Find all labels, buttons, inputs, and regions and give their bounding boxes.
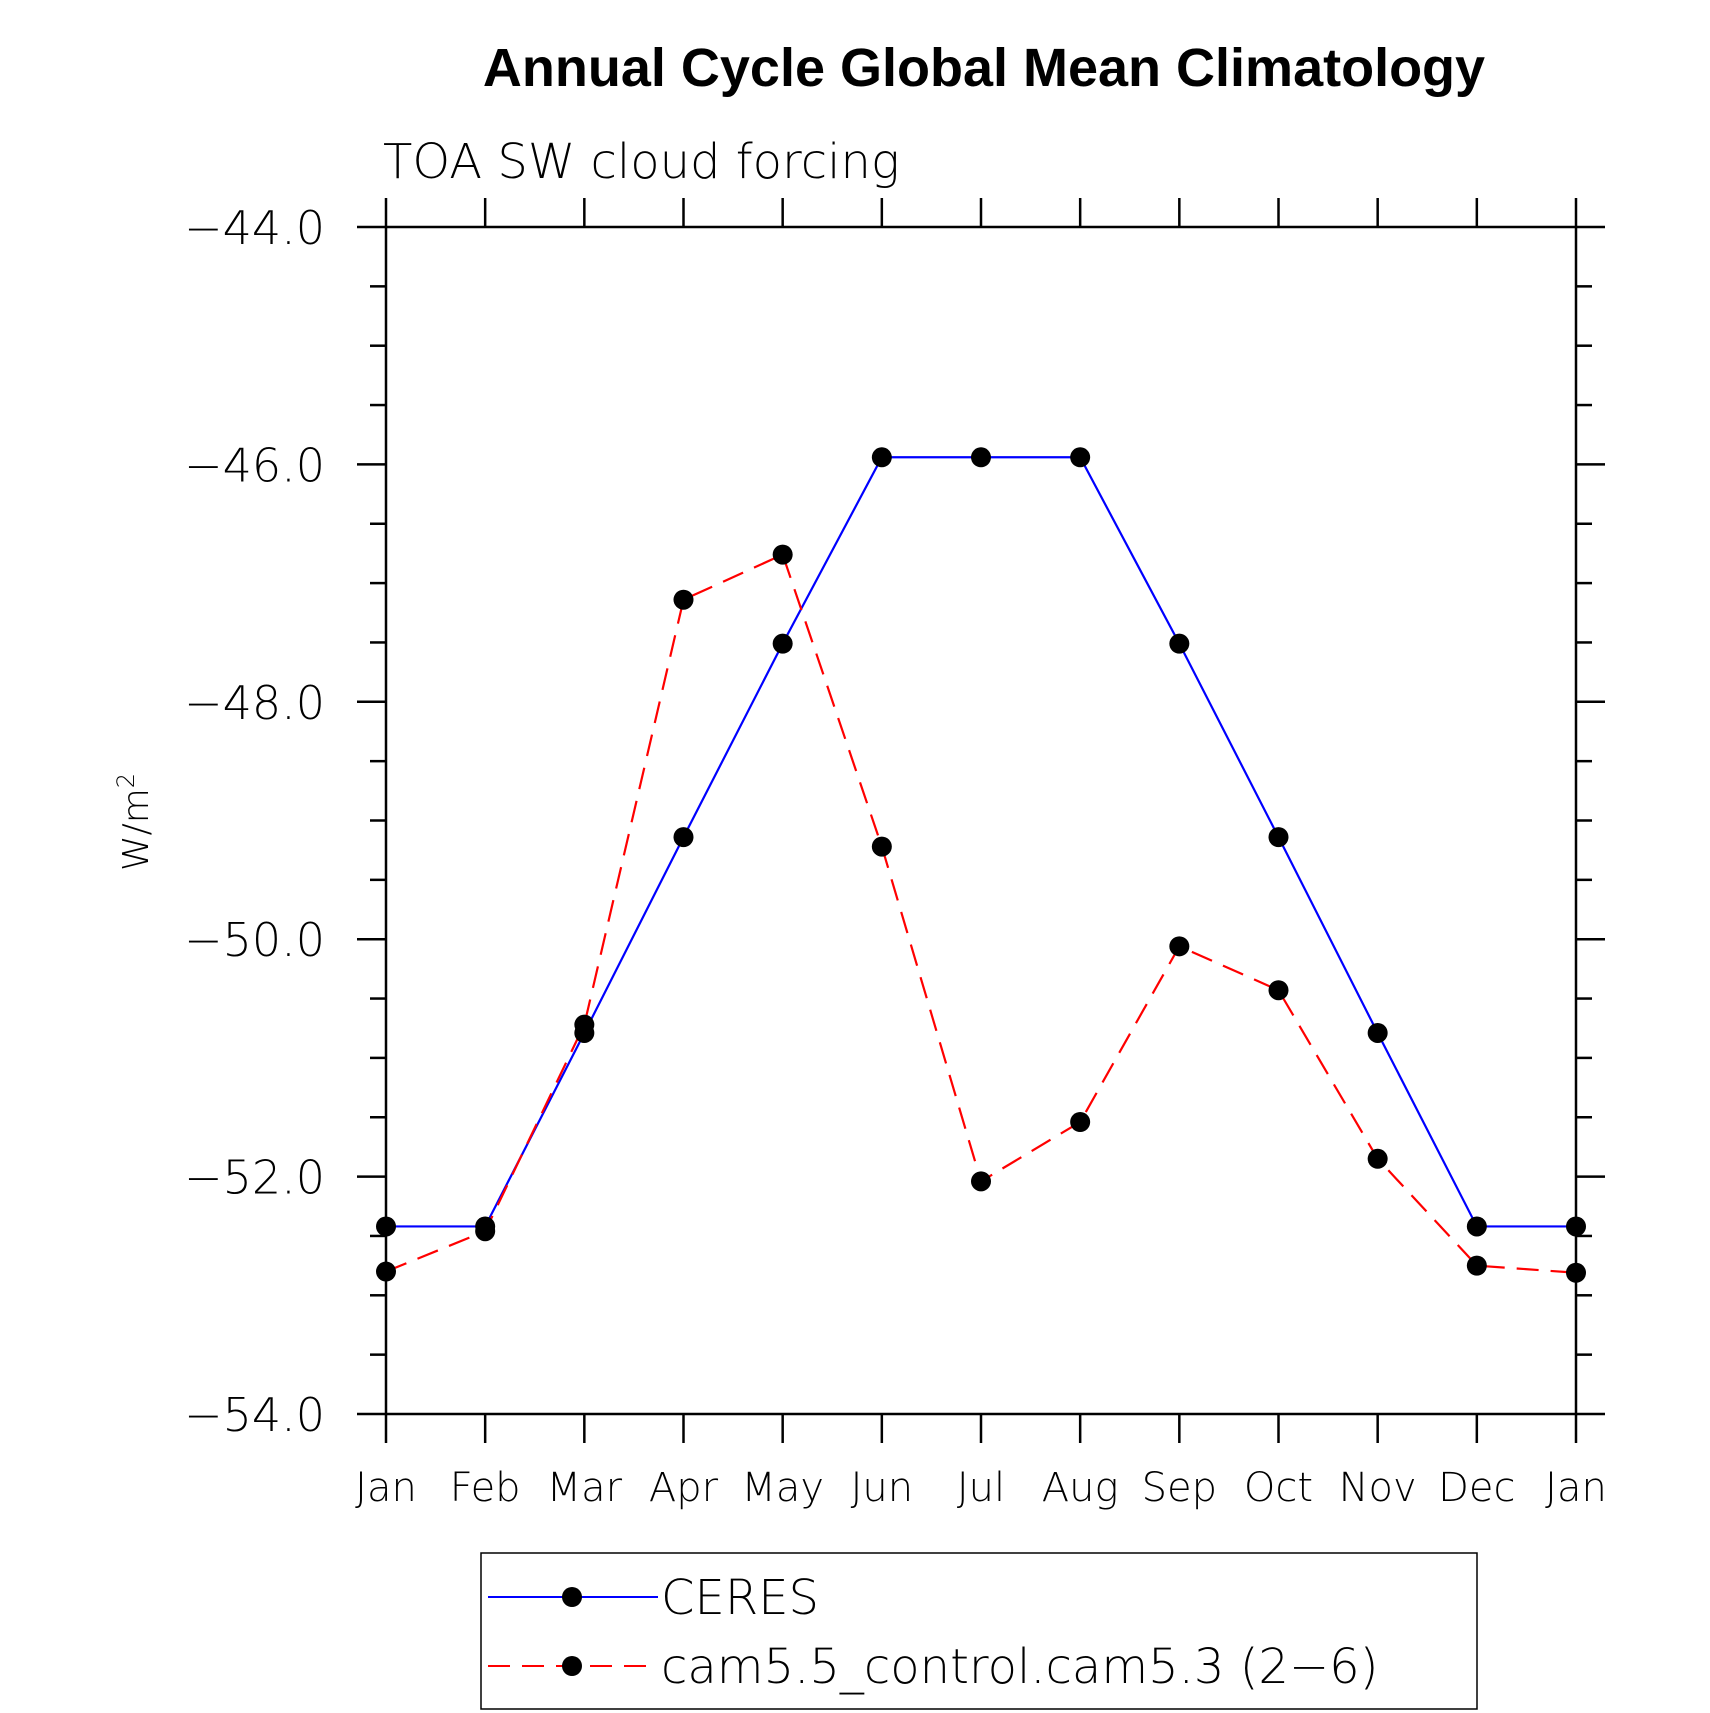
y-axis-label: W/m2	[112, 773, 157, 871]
y-tick-labels: −54.0 −52.0 −50.0 −48.0 −46.0 −44.0	[184, 201, 325, 1442]
series-0-point	[1070, 447, 1091, 468]
x-tick-label: May	[741, 1465, 824, 1511]
series-0-point	[673, 827, 694, 848]
x-tick-label: Jan	[355, 1465, 417, 1511]
y-tick-label: −44.0	[184, 201, 325, 255]
series-0-point	[1268, 827, 1289, 848]
legend-marker-ceres	[562, 1587, 582, 1607]
series-1-point	[673, 589, 694, 610]
x-tick-label: Feb	[450, 1465, 521, 1511]
series-0-point	[971, 447, 991, 468]
y-axis-label-superscript: 2	[112, 773, 140, 788]
axis-ticks	[357, 198, 1605, 1443]
x-tick-label: Nov	[1339, 1465, 1417, 1511]
series-1-point	[475, 1221, 496, 1242]
svg-text:W/m2: W/m2	[112, 773, 157, 871]
y-tick-label: −52.0	[184, 1151, 325, 1205]
legend-label-model: cam5.5_control.cam5.3 (2−6)	[661, 1639, 1378, 1695]
x-tick-label: Jul	[957, 1465, 1005, 1511]
series-1-point	[971, 1171, 991, 1192]
series-1-point	[1169, 936, 1190, 957]
x-tick-label: Jun	[851, 1465, 914, 1511]
series-layer	[376, 447, 1586, 1283]
x-tick-label: Oct	[1244, 1465, 1313, 1511]
series-1-point	[772, 544, 793, 565]
series-1-point	[1367, 1148, 1388, 1169]
series-line-1	[385, 553, 1577, 1274]
chart-title: Annual Cycle Global Mean Climatology	[483, 38, 1485, 98]
x-tick-label: Jan	[1545, 1465, 1607, 1511]
series-0-point	[772, 633, 793, 654]
series-0-point	[376, 1216, 396, 1237]
x-tick-label: Dec	[1438, 1465, 1515, 1511]
series-1-point	[1070, 1111, 1091, 1132]
series-0-point	[1566, 1216, 1586, 1237]
x-tick-label: Mar	[547, 1465, 623, 1511]
legend: CERES cam5.5_control.cam5.3 (2−6)	[480, 1552, 1478, 1710]
legend-marker-model	[562, 1656, 582, 1676]
legend-box	[480, 1552, 1478, 1710]
y-tick-label: −50.0	[184, 913, 325, 967]
legend-label-ceres: CERES	[661, 1570, 819, 1626]
series-0-point	[871, 447, 892, 468]
chart-subtitle: TOA SW cloud forcing	[383, 134, 900, 190]
x-tick-labels: Jan Feb Mar Apr May Jun Jul Aug Sep Oct Nov Dec Jan	[355, 1465, 1607, 1511]
series-0-point	[1169, 633, 1190, 654]
y-tick-label: −46.0	[184, 438, 325, 492]
y-axis-label-text: W/m	[116, 788, 157, 871]
series-1-point	[1268, 980, 1289, 1001]
y-tick-label: −48.0	[184, 676, 325, 730]
x-tick-label: Sep	[1142, 1465, 1217, 1511]
series-1-point	[871, 836, 892, 857]
series-line-0	[386, 456, 1576, 1228]
series-1-point	[1566, 1262, 1586, 1283]
series-0-point	[1367, 1022, 1388, 1043]
series-1-point	[574, 1014, 595, 1035]
series-0-point	[1466, 1216, 1487, 1237]
x-tick-label: Apr	[649, 1465, 719, 1511]
plot-frame	[384, 225, 1578, 1416]
y-tick-label: −54.0	[184, 1388, 325, 1442]
series-1-point	[376, 1261, 396, 1282]
x-tick-label: Aug	[1042, 1465, 1119, 1511]
series-1-point	[1466, 1255, 1487, 1276]
